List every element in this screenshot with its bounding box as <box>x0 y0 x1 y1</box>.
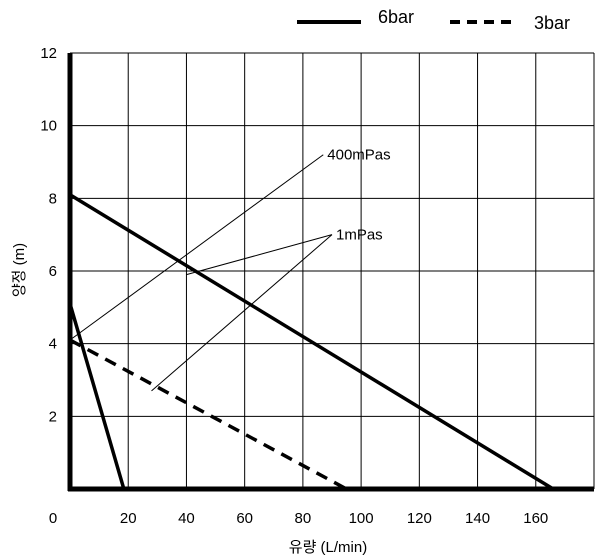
y-tick-label: 12 <box>40 45 57 62</box>
y-tick-label: 6 <box>49 263 57 280</box>
x-tick-label: 100 <box>349 510 374 527</box>
x-tick-label: 120 <box>407 510 432 527</box>
x-tick-label: 80 <box>295 510 312 527</box>
x-tick-label: 40 <box>178 510 195 527</box>
annotation-leader-line <box>69 154 324 341</box>
y-tick-label: 4 <box>49 336 57 353</box>
annotations: 400mPas 1mPas <box>69 147 391 392</box>
tick-labels: 0 20 40 60 80 100 120 140 160 2 4 6 8 10 12 <box>40 45 548 527</box>
legend-label-6bar: 6bar <box>378 7 414 27</box>
y-axis-title: 양정 (m) <box>11 243 28 297</box>
x-tick-label: 140 <box>465 510 490 527</box>
legend-label-3bar: 3bar <box>534 13 570 33</box>
series-line-3bar-1mPas <box>69 338 348 491</box>
x-axis-title: 유량 (L/min) <box>289 539 367 556</box>
series-lines <box>68 193 555 491</box>
x-tick-label: 20 <box>120 510 137 527</box>
legend: 6bar 3bar <box>297 7 570 33</box>
axes <box>67 53 594 492</box>
annotation-leader-line <box>186 234 333 276</box>
annotation-label: 400mPas <box>327 147 390 164</box>
annotation-label: 1mPas <box>336 227 383 244</box>
y-tick-label: 8 <box>49 190 57 207</box>
x-tick-label: 0 <box>49 510 57 527</box>
x-tick-label: 60 <box>236 510 253 527</box>
grid <box>70 52 595 489</box>
x-tick-label: 160 <box>523 510 548 527</box>
y-tick-label: 2 <box>49 408 57 425</box>
series-line-6bar-1mPas <box>69 193 555 491</box>
annotation-leader-line <box>151 234 333 392</box>
series-line-6bar-400mPas <box>68 303 126 490</box>
y-tick-label: 10 <box>40 118 57 135</box>
